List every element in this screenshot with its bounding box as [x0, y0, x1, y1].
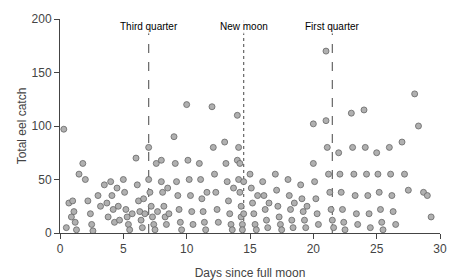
svg-text:Days since full moon: Days since full moon	[195, 266, 306, 280]
svg-text:25: 25	[370, 242, 384, 256]
svg-text:15: 15	[243, 242, 257, 256]
svg-text:Total eel catch: Total eel catch	[15, 88, 29, 165]
svg-text:0: 0	[57, 242, 64, 256]
svg-text:20: 20	[307, 242, 321, 256]
svg-text:Third quarter: Third quarter	[120, 21, 178, 32]
svg-text:100: 100	[32, 119, 52, 133]
svg-text:5: 5	[120, 242, 127, 256]
svg-text:30: 30	[433, 242, 447, 256]
svg-text:First quarter: First quarter	[305, 21, 360, 32]
svg-text:150: 150	[32, 66, 52, 80]
svg-text:0: 0	[45, 226, 52, 240]
svg-text:New moon: New moon	[220, 21, 268, 32]
svg-text:200: 200	[32, 12, 52, 26]
svg-text:50: 50	[38, 173, 52, 187]
svg-text:10: 10	[180, 242, 194, 256]
